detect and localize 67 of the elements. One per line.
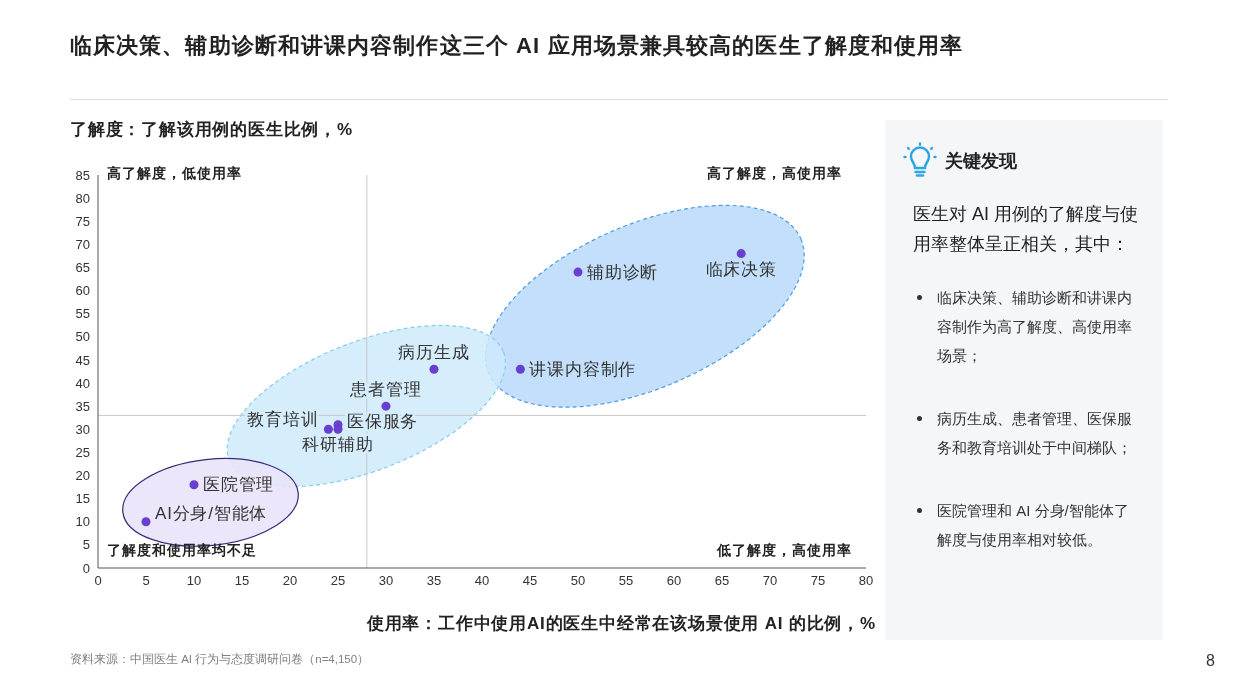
annotation: 高了解度，高使用率: [707, 165, 842, 183]
x-tick-label: 20: [282, 573, 298, 589]
y-tick-label: 55: [75, 306, 90, 322]
point: [189, 480, 199, 490]
y-tick-label: 30: [75, 421, 90, 437]
point: [515, 364, 525, 374]
x-tick-label: 55: [618, 573, 634, 589]
annotation: 教育培训: [247, 409, 319, 429]
annotation: 患者管理: [349, 379, 422, 399]
x-axis-title: 使用率：工作中使用AI的医生中经常在该场景使用 AI 的比例，%: [366, 613, 876, 635]
x-tick-label: 75: [810, 573, 826, 589]
chart-title: 临床决策、辅助诊断和讲课内容制作这三个 AI 应用场景兼具较高的医生了解度和使用率: [70, 32, 964, 60]
annotation: 科研辅助: [302, 434, 374, 454]
x-tick-label: 5: [142, 573, 150, 589]
x-tick-label: 0: [94, 573, 102, 589]
text: 医生对 AI 用例的了解度与使用率整体呈正相关，其中：: [913, 203, 1139, 256]
annotation: 高了解度，低使用率: [107, 165, 242, 183]
point: [323, 424, 333, 434]
text: 临床决策、辅助诊断和讲课内容制作为高了解度、高使用率场景；: [937, 288, 1133, 366]
point: [736, 249, 746, 259]
y-axis-title: 了解度：了解该用例的医生比例，%: [70, 119, 353, 141]
x-tick-label: 15: [234, 573, 250, 589]
y-tick-label: 45: [75, 352, 90, 368]
y-tick-label: 75: [75, 213, 90, 229]
x-tick-label: 70: [762, 573, 778, 589]
annotation: 医院管理: [203, 475, 275, 495]
annotation: 讲课内容制作: [529, 359, 637, 379]
x-tick-label: 35: [426, 573, 442, 589]
x-tick-label: 60: [666, 573, 682, 589]
x-tick-label: 45: [522, 573, 538, 589]
annotation: 低了解度，高使用率: [717, 542, 852, 560]
y-tick-label: 85: [75, 167, 90, 183]
y-tick-label: 40: [75, 375, 90, 391]
x-tick-label: 30: [378, 573, 394, 589]
y-tick-label: 5: [82, 537, 90, 553]
y-tick-label: 35: [75, 398, 90, 414]
annotation: 了解度和使用率均不足: [107, 542, 257, 560]
text: 8: [1206, 652, 1215, 670]
y-tick-label: 25: [75, 445, 90, 461]
point: [573, 267, 583, 277]
point: [141, 517, 151, 527]
x-tick-label: 50: [570, 573, 586, 589]
x-tick-label: 25: [330, 573, 346, 589]
point: [381, 401, 391, 411]
annotation: 辅助诊断: [587, 262, 659, 282]
x-tick-label: 10: [186, 573, 202, 589]
text: 医院管理和 AI 分身/智能体了解度与使用率相对较低。: [937, 501, 1130, 550]
annotation: AI分身/智能体: [155, 504, 268, 524]
x-tick-label: 80: [858, 573, 874, 589]
y-tick-label: 80: [75, 190, 90, 206]
x-tick-label: 65: [714, 573, 730, 589]
y-tick-label: 15: [75, 491, 90, 507]
text: 病历生成、患者管理、医保服务和教育培训处于中间梯队；: [937, 409, 1133, 458]
x-tick-label: 40: [474, 573, 490, 589]
annotation: 临床决策: [705, 260, 777, 280]
y-tick-label: 65: [75, 260, 90, 276]
y-tick-label: 50: [75, 329, 90, 345]
y-tick-label: 70: [75, 236, 90, 252]
y-tick-label: 60: [75, 283, 90, 299]
text: 关键发现: [945, 150, 1017, 173]
y-tick-label: 0: [82, 560, 90, 576]
y-tick-label: 20: [75, 468, 90, 484]
point: [429, 364, 439, 374]
annotation: 医保服务: [347, 412, 419, 432]
y-tick-label: 10: [75, 514, 90, 530]
annotation: 病历生成: [398, 342, 470, 362]
text: 资料来源：中国医生 AI 行为与态度调研问卷（n=4,150）: [70, 652, 370, 667]
